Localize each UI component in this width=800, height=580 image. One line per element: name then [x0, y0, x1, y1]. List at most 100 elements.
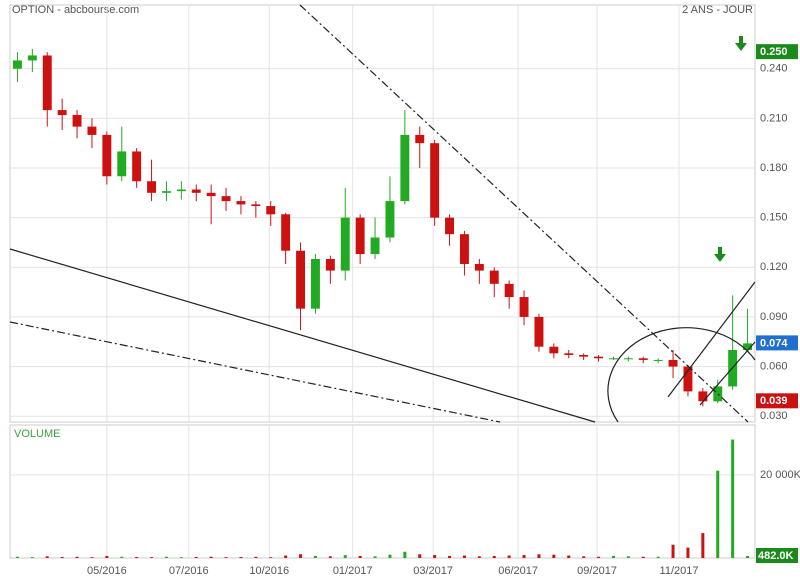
price-marker-label: 0.039 — [760, 395, 788, 407]
candle-body — [12, 60, 22, 69]
volume-bar — [671, 544, 675, 558]
volume-bar — [135, 556, 139, 558]
candle-body — [325, 259, 335, 271]
volume-bar — [522, 555, 526, 558]
volume-bar — [75, 556, 79, 558]
candle-body — [400, 134, 410, 202]
value-label-box — [756, 547, 798, 563]
volume-bar — [343, 555, 347, 558]
candle-body — [683, 366, 693, 392]
candle-body — [161, 191, 171, 193]
x-tick-label: 01/2017 — [333, 565, 373, 577]
candle-body — [638, 358, 648, 360]
candle-body — [176, 189, 186, 192]
price-marker — [756, 335, 798, 351]
volume-bar — [358, 555, 362, 558]
candle-body — [608, 358, 618, 360]
volume-bar — [90, 557, 94, 558]
volume-bar — [164, 556, 168, 558]
volume-bar — [746, 555, 750, 558]
arrow-up — [714, 247, 726, 262]
volume-bar — [611, 555, 615, 558]
volume-bar — [641, 556, 645, 558]
volume-bar — [597, 556, 601, 558]
volume-bar — [582, 556, 586, 558]
volume-bar — [403, 551, 407, 558]
price-marker — [756, 44, 798, 60]
header-period: 2 ANS - JOUR — [682, 4, 753, 16]
price-marker — [756, 393, 798, 409]
candle-body — [87, 126, 97, 135]
volume-bar — [731, 439, 735, 558]
candle-body — [147, 181, 157, 193]
candle-body — [519, 297, 529, 317]
candle-body — [102, 134, 112, 177]
volume-bar — [492, 555, 496, 558]
candle-body — [713, 386, 723, 402]
candle-body — [579, 354, 589, 357]
candle-body — [385, 201, 395, 238]
x-tick-label: 09/2017 — [577, 565, 617, 577]
volume-bar — [552, 554, 556, 558]
candle-body — [117, 151, 127, 177]
y-tick-label: 0.120 — [760, 261, 788, 273]
candle-body — [251, 204, 261, 207]
volume-bar — [477, 556, 481, 558]
value-label: 482.0K — [758, 550, 794, 562]
channel-line — [699, 341, 756, 406]
arrow-up — [735, 36, 747, 51]
candle-body — [266, 206, 276, 215]
volume-bar — [269, 557, 273, 558]
y-tick-label: 0.210 — [760, 112, 788, 124]
y-tick-label: 20 000K — [760, 469, 800, 481]
channel-line — [667, 281, 756, 398]
candle-body — [445, 217, 455, 235]
volume-bar — [462, 555, 466, 558]
trendline — [9, 321, 501, 423]
price-marker-label: 0.074 — [760, 337, 788, 349]
volume-bar — [45, 556, 49, 558]
candle-body — [206, 192, 216, 197]
candle-body — [668, 359, 678, 367]
volume-bar — [15, 556, 19, 558]
volume-bar — [105, 555, 109, 558]
candle-body — [743, 343, 753, 351]
volume-bar — [418, 554, 422, 558]
candle-body — [296, 250, 306, 309]
y-tick-label: 0.180 — [760, 162, 788, 174]
volume-bar — [716, 470, 720, 558]
x-tick-label: 05/2016 — [87, 565, 127, 577]
volume-bar — [120, 556, 124, 558]
trendline — [9, 248, 596, 423]
candle-body — [594, 356, 604, 359]
volume-bar — [313, 555, 317, 558]
volume-bar — [299, 554, 303, 558]
candle-body — [310, 259, 320, 309]
candle-body — [221, 196, 231, 202]
x-tick-label: 06/2017 — [498, 565, 538, 577]
volume-bar — [209, 556, 213, 558]
candle-body — [281, 214, 291, 251]
candle-body — [564, 353, 574, 355]
volume-bar — [373, 556, 377, 558]
y-tick-label: 0.030 — [760, 410, 788, 422]
y-tick-label: 0.060 — [760, 360, 788, 372]
plot: 05/2016 07/2016 10/2016 01/2017 03/2017 06/20… — [10, 5, 800, 577]
volume-bar — [388, 554, 392, 558]
candle-body — [236, 201, 246, 205]
candle-body — [653, 359, 663, 361]
candle-body — [549, 346, 559, 354]
ellipse — [607, 327, 756, 423]
candle-body — [340, 217, 350, 271]
x-tick-label: 11/2017 — [660, 565, 699, 577]
volume-bar — [224, 557, 228, 558]
volume-bar — [656, 556, 660, 558]
header-title: OPTION - abcbourse.com — [12, 4, 139, 16]
drawings — [9, 4, 756, 423]
volume-bar — [433, 555, 437, 558]
candle-body — [489, 270, 499, 284]
volume-bar — [328, 556, 332, 558]
volume-bar — [537, 554, 541, 558]
volume-title: VOLUME — [14, 428, 60, 440]
